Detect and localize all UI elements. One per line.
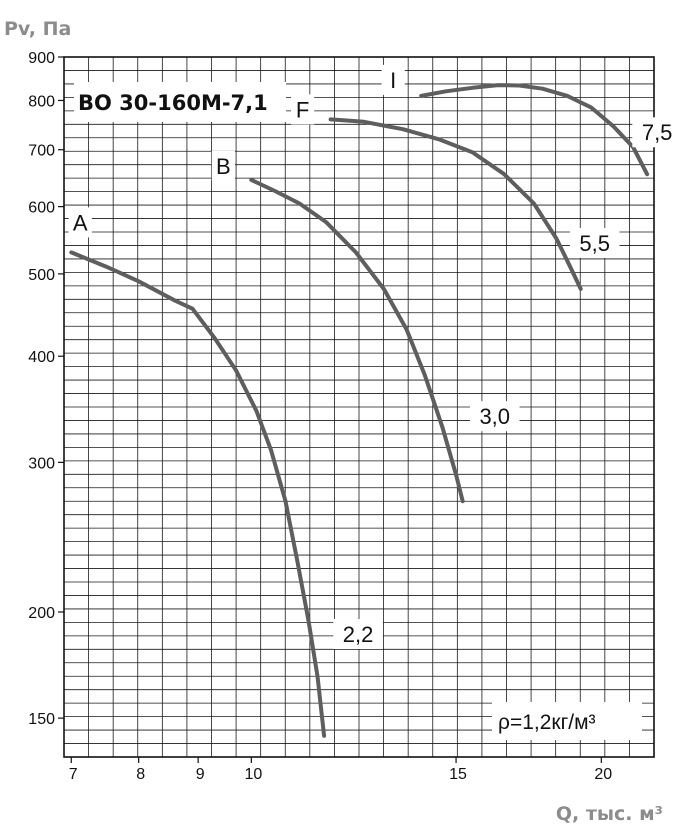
x-tick-label: 9 — [196, 766, 205, 783]
chart-title-bg — [74, 82, 286, 122]
y-tick-label: 800 — [28, 93, 55, 110]
series-name-label-bg — [291, 94, 315, 125]
y-tick-label: 150 — [28, 711, 55, 728]
series-curve-B — [249, 177, 465, 504]
series-curve-F — [328, 117, 583, 291]
series-name-label: F — [296, 97, 309, 122]
power-label-bg — [469, 401, 520, 432]
density-note-bg — [492, 702, 642, 740]
series-curve-I — [419, 83, 650, 177]
series-name-label-bg — [211, 150, 235, 181]
power-label: 5,5 — [579, 231, 610, 256]
density-note: ρ=1,2кг/м³ — [498, 711, 596, 734]
power-label: 2,2 — [343, 622, 374, 647]
power-label-bg — [569, 227, 620, 258]
y-tick-label: 700 — [28, 143, 55, 160]
y-tick-label: 200 — [28, 605, 55, 622]
power-label-bg — [632, 117, 677, 148]
x-tick-label: 15 — [449, 766, 467, 783]
power-label-bg — [333, 618, 383, 649]
y-tick-label: 600 — [28, 200, 55, 217]
x-tick-label: 8 — [136, 766, 145, 783]
series-name-label: B — [216, 154, 231, 179]
x-tick-label: 7 — [69, 766, 78, 783]
x-tick-label: 10 — [244, 766, 262, 783]
x-tick-label: 20 — [594, 766, 612, 783]
power-label: 3,0 — [479, 404, 510, 429]
plot-frame — [63, 56, 655, 758]
y-tick-label: 500 — [28, 267, 55, 284]
x-axis-title: Q, тыс. м³ — [555, 803, 663, 825]
series-curve-A — [69, 250, 327, 738]
y-tick-label: 300 — [28, 455, 55, 472]
y-axis-title: Pv, Па — [4, 18, 72, 40]
series-name-label: I — [390, 68, 396, 93]
power-label: 7,5 — [642, 120, 673, 145]
y-tick-label: 900 — [28, 50, 55, 67]
chart-title: ВО 30-160М-7,1 — [78, 91, 268, 115]
series-name-label: A — [73, 210, 88, 235]
y-tick-label: 400 — [28, 349, 55, 366]
series-name-label-bg — [381, 64, 405, 95]
series-name-label-bg — [68, 207, 92, 238]
